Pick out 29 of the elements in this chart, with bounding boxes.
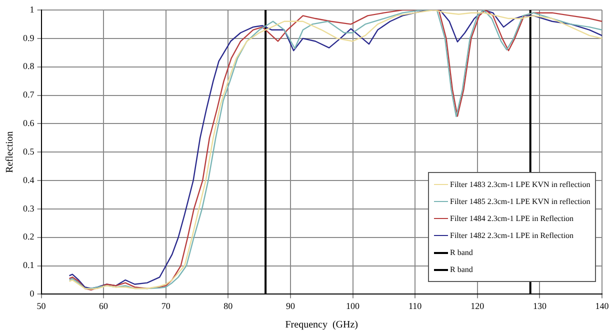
x-tick-label: 120 xyxy=(470,300,485,311)
y-tick-label: 0.3 xyxy=(23,203,35,214)
y-tick-label: 0.7 xyxy=(23,90,35,100)
x-tick-label: 130 xyxy=(532,300,547,311)
legend-label: R band xyxy=(450,265,473,274)
x-tick-label: 110 xyxy=(408,300,422,311)
legend-label: Filter 1482 2.3cm-1 LPE in Reflection xyxy=(450,231,574,240)
y-tick-label: 0.4 xyxy=(23,174,35,185)
legend-label: Filter 1484 2.3cm-1 LPE in Reflection xyxy=(450,214,574,224)
legend-label: R band xyxy=(450,248,473,258)
x-tick-label: 70 xyxy=(161,300,171,311)
x-tick-label: 100 xyxy=(346,300,360,311)
x-tick-label: 80 xyxy=(224,300,234,311)
y-tick-label: 0.2 xyxy=(23,232,34,242)
legend-label: Filter 1483 2.3cm-1 LPE KVN in reflection xyxy=(450,180,590,190)
y-tick-label: 0.5 xyxy=(23,146,35,156)
y-tick-label: 1 xyxy=(30,4,34,14)
x-tick-label: 50 xyxy=(36,300,46,311)
legend-label: Filter 1485 2.3cm-1 LPE KVN in reflection xyxy=(450,197,590,206)
y-tick-label: 0 xyxy=(30,288,35,299)
x-tick-label: 90 xyxy=(286,300,296,311)
x-tick-label: 140 xyxy=(595,300,610,311)
y-axis-title: Reflection xyxy=(4,131,16,173)
y-tick-label: 0.1 xyxy=(23,260,34,270)
y-tick-label: 0.6 xyxy=(23,118,35,128)
x-tick-label: 60 xyxy=(99,300,109,311)
y-tick-label: 0.8 xyxy=(23,61,35,72)
y-tick-label: 0.9 xyxy=(23,32,35,43)
x-axis-title: Frequency (GHz) xyxy=(285,320,358,331)
